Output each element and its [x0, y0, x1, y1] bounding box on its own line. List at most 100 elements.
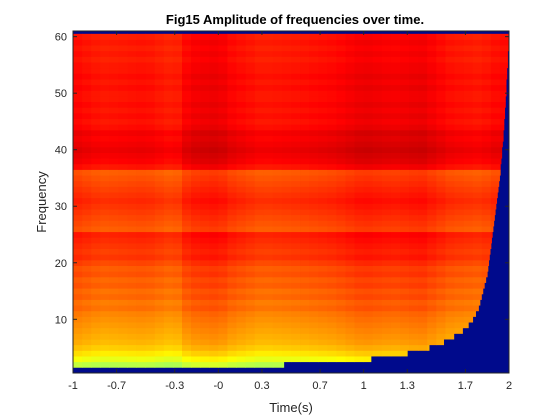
heatmap-cell: [100, 259, 110, 266]
heatmap-cell: [218, 259, 228, 266]
heatmap-cell: [127, 344, 137, 351]
heatmap-cell: [281, 135, 292, 142]
heatmap-cell: [227, 101, 237, 108]
heatmap-cell: [163, 203, 174, 210]
heatmap-cell: [163, 197, 174, 204]
heatmap-cell: [145, 135, 156, 142]
heatmap-cell: [345, 242, 355, 250]
heatmap-cell: [127, 67, 137, 74]
heatmap-cell: [91, 62, 101, 69]
heatmap-cell: [191, 271, 201, 278]
heatmap-cell: [436, 90, 446, 97]
heatmap-cell: [172, 276, 183, 283]
heatmap-cell: [490, 39, 501, 46]
heatmap-cell: [82, 259, 92, 266]
heatmap-cell: [109, 180, 119, 187]
heatmap-cell: [218, 231, 228, 238]
heatmap-cell: [236, 288, 246, 295]
heatmap-cell: [472, 310, 476, 317]
heatmap-cell: [73, 259, 83, 266]
heatmap-cell: [200, 293, 210, 300]
heatmap-cell: [191, 276, 201, 283]
heatmap-cell: [236, 226, 246, 233]
heatmap-cell: [127, 39, 137, 46]
heatmap-cell: [300, 180, 310, 187]
heatmap-cell: [327, 96, 337, 103]
heatmap-cell: [209, 197, 219, 204]
heatmap-cell: [82, 197, 92, 204]
heatmap-cell: [281, 50, 292, 57]
heatmap-cell: [254, 45, 265, 52]
heatmap-cell: [73, 197, 83, 204]
heatmap-cell: [390, 175, 401, 182]
heatmap-cell: [163, 231, 174, 238]
heatmap-cell: [291, 112, 301, 120]
heatmap-cell: [82, 73, 92, 80]
heatmap-cell: [254, 322, 265, 329]
heatmap-cell: [427, 124, 437, 131]
heatmap-cell: [191, 124, 201, 131]
heatmap-cell: [145, 333, 156, 340]
heatmap-cell: [91, 146, 101, 153]
heatmap-cell: [118, 305, 128, 312]
heatmap-cell: [463, 62, 474, 69]
heatmap-cell: [281, 96, 292, 103]
heatmap-cell: [136, 101, 147, 108]
heatmap-cell: [354, 226, 365, 233]
heatmap-cell: [263, 73, 274, 80]
heatmap-cell: [318, 158, 328, 165]
y-tick-label: 50: [55, 88, 67, 100]
heatmap-cell: [236, 220, 246, 227]
heatmap-cell: [300, 50, 310, 57]
heatmap-cell: [236, 96, 246, 103]
heatmap-cell: [118, 67, 128, 74]
heatmap-cell: [381, 79, 392, 86]
heatmap-cell: [163, 356, 174, 363]
heatmap-cell: [209, 96, 219, 103]
heatmap-cell: [472, 84, 483, 91]
heatmap-cell: [163, 333, 174, 340]
heatmap-cell: [409, 135, 419, 142]
heatmap-cell: [400, 50, 410, 57]
heatmap-cell: [109, 39, 119, 46]
heatmap-cell: [136, 316, 147, 323]
heatmap-cell: [463, 276, 474, 283]
heatmap-cell: [499, 45, 509, 52]
heatmap-cell: [390, 56, 401, 63]
heatmap-cell: [318, 231, 328, 238]
heatmap-cell: [436, 112, 446, 120]
heatmap-cell: [236, 259, 246, 266]
heatmap-cell: [481, 282, 485, 289]
heatmap-cell: [245, 356, 256, 363]
heatmap-cell: [145, 67, 156, 74]
heatmap-cell: [463, 248, 474, 255]
heatmap-cell: [118, 259, 128, 266]
heatmap-cell: [363, 197, 374, 204]
heatmap-cell: [436, 163, 446, 170]
heatmap-cell: [499, 163, 501, 170]
heatmap-cell: [427, 305, 437, 312]
heatmap-cell: [127, 101, 137, 108]
heatmap-cell: [182, 333, 192, 340]
heatmap-cell: [390, 158, 401, 165]
heatmap-cell: [109, 322, 119, 329]
heatmap-cell: [109, 197, 119, 204]
heatmap-cell: [309, 112, 319, 120]
heatmap-cell: [436, 220, 446, 227]
heatmap-cell: [490, 214, 495, 221]
heatmap-cell: [236, 209, 246, 216]
heatmap-cell: [191, 175, 201, 182]
heatmap-cell: [472, 226, 483, 233]
heatmap-cell: [381, 163, 392, 170]
heatmap-cell: [499, 56, 508, 63]
heatmap-cell: [182, 163, 192, 170]
heatmap-cell: [109, 214, 119, 221]
heatmap-cell: [182, 33, 192, 40]
heatmap-cell: [481, 141, 492, 148]
heatmap-cell: [372, 50, 383, 57]
heatmap-cell: [145, 158, 156, 165]
heatmap-cell: [327, 62, 337, 69]
heatmap-cell: [327, 84, 337, 91]
heatmap-cell: [309, 67, 319, 74]
heatmap-cell: [182, 112, 192, 120]
